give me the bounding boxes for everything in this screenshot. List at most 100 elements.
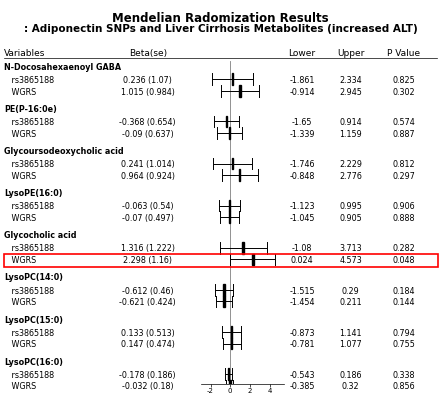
Text: rs3865188: rs3865188 xyxy=(4,118,55,127)
Text: 0.914: 0.914 xyxy=(339,118,362,127)
Text: -0.385: -0.385 xyxy=(289,382,315,392)
Text: 0.888: 0.888 xyxy=(392,214,415,223)
Text: WGRS: WGRS xyxy=(4,130,37,139)
Text: 2.229: 2.229 xyxy=(339,160,362,169)
Text: -1.08: -1.08 xyxy=(292,244,312,254)
Text: 0.825: 0.825 xyxy=(392,76,415,85)
Text: 0.964 (0.924): 0.964 (0.924) xyxy=(121,172,175,181)
Text: -0.543: -0.543 xyxy=(289,371,315,380)
Text: 0.856: 0.856 xyxy=(392,382,415,392)
Text: WGRS: WGRS xyxy=(4,88,37,97)
Text: P Value: P Value xyxy=(387,49,420,58)
Text: 1.077: 1.077 xyxy=(339,340,362,349)
Bar xyxy=(228,127,230,139)
Text: 2.298 (1.16): 2.298 (1.16) xyxy=(123,256,172,265)
Text: -0.848: -0.848 xyxy=(289,172,315,181)
Text: -0.914: -0.914 xyxy=(289,88,315,97)
Text: -1.045: -1.045 xyxy=(289,214,315,223)
Text: 1.141: 1.141 xyxy=(339,329,362,338)
Text: Glycocholic acid: Glycocholic acid xyxy=(4,231,77,240)
Text: 1.015 (0.984): 1.015 (0.984) xyxy=(121,88,175,97)
Text: 0.184: 0.184 xyxy=(392,287,415,296)
Text: Beta(se): Beta(se) xyxy=(129,49,167,58)
Text: 0.297: 0.297 xyxy=(392,172,415,181)
Bar xyxy=(223,296,225,307)
Text: 0.905: 0.905 xyxy=(339,214,362,223)
Text: LysoPE(16:0): LysoPE(16:0) xyxy=(4,189,63,198)
Bar xyxy=(229,380,231,392)
Text: 0.812: 0.812 xyxy=(392,160,415,169)
Text: -0.368 (0.654): -0.368 (0.654) xyxy=(120,118,176,127)
Text: -0.781: -0.781 xyxy=(289,340,315,349)
Text: 0.186: 0.186 xyxy=(339,371,362,380)
Text: Variables: Variables xyxy=(4,49,46,58)
Text: -0.063 (0.54): -0.063 (0.54) xyxy=(122,202,174,211)
Text: 2.945: 2.945 xyxy=(339,88,362,97)
Text: -0.09 (0.637): -0.09 (0.637) xyxy=(122,130,174,139)
Text: 0.906: 0.906 xyxy=(392,202,415,211)
Text: -1.746: -1.746 xyxy=(289,160,315,169)
Bar xyxy=(232,74,233,85)
Bar xyxy=(239,169,240,181)
Text: -1.339: -1.339 xyxy=(289,130,315,139)
Text: N-Docosahexaenoyl GABA: N-Docosahexaenoyl GABA xyxy=(4,63,122,72)
Text: Glycoursodeoxycholic acid: Glycoursodeoxycholic acid xyxy=(4,147,124,156)
Bar xyxy=(231,326,232,338)
Bar xyxy=(228,368,229,380)
Text: 0.995: 0.995 xyxy=(339,202,362,211)
Text: 0.144: 0.144 xyxy=(392,298,415,307)
Text: rs3865188: rs3865188 xyxy=(4,244,55,254)
Text: PE(P-16:0e): PE(P-16:0e) xyxy=(4,105,57,114)
Text: Upper: Upper xyxy=(337,49,364,58)
Text: -0.07 (0.497): -0.07 (0.497) xyxy=(122,214,174,223)
Text: rs3865188: rs3865188 xyxy=(4,287,55,296)
Text: 0.133 (0.513): 0.133 (0.513) xyxy=(121,329,175,338)
Text: WGRS: WGRS xyxy=(4,256,37,265)
Text: -0.178 (0.186): -0.178 (0.186) xyxy=(120,371,176,380)
Text: WGRS: WGRS xyxy=(4,340,37,349)
Bar xyxy=(229,211,230,223)
Text: 0.048: 0.048 xyxy=(392,256,415,265)
Text: WGRS: WGRS xyxy=(4,382,37,392)
Bar xyxy=(231,338,232,349)
Text: 1.159: 1.159 xyxy=(339,130,362,139)
Text: -1.123: -1.123 xyxy=(289,202,315,211)
Text: 0.241 (1.014): 0.241 (1.014) xyxy=(121,160,175,169)
Text: 2.334: 2.334 xyxy=(339,76,362,85)
Bar xyxy=(232,158,233,169)
Text: 0.755: 0.755 xyxy=(392,340,415,349)
Bar xyxy=(224,284,225,296)
Text: 3.713: 3.713 xyxy=(339,244,362,254)
Text: Mendelian Radomization Results: Mendelian Radomization Results xyxy=(112,12,329,24)
Text: 0.024: 0.024 xyxy=(291,256,314,265)
Text: rs3865188: rs3865188 xyxy=(4,160,55,169)
Text: 0.887: 0.887 xyxy=(392,130,415,139)
Text: 0.302: 0.302 xyxy=(392,88,415,97)
Text: 0.147 (0.474): 0.147 (0.474) xyxy=(121,340,175,349)
Text: 2.776: 2.776 xyxy=(339,172,362,181)
Text: 0.338: 0.338 xyxy=(392,371,415,380)
Text: -1.65: -1.65 xyxy=(292,118,312,127)
Text: 0.32: 0.32 xyxy=(342,382,359,392)
Text: 1.316 (1.222): 1.316 (1.222) xyxy=(121,244,175,254)
Text: 0.211: 0.211 xyxy=(339,298,362,307)
Text: -0.032 (0.18): -0.032 (0.18) xyxy=(122,382,174,392)
Text: WGRS: WGRS xyxy=(4,214,37,223)
Text: LysoPC(14:0): LysoPC(14:0) xyxy=(4,273,64,282)
Text: 0.282: 0.282 xyxy=(392,244,415,254)
Text: -0.873: -0.873 xyxy=(289,329,315,338)
Bar xyxy=(243,242,244,254)
Bar xyxy=(229,200,230,211)
Text: -1.515: -1.515 xyxy=(289,287,315,296)
Bar xyxy=(252,254,254,265)
Text: rs3865188: rs3865188 xyxy=(4,371,55,380)
Bar xyxy=(239,85,241,97)
Text: 0.794: 0.794 xyxy=(392,329,415,338)
Text: -0.621 (0.424): -0.621 (0.424) xyxy=(120,298,176,307)
Text: -0.612 (0.46): -0.612 (0.46) xyxy=(122,287,174,296)
Text: LysoPC(15:0): LysoPC(15:0) xyxy=(4,316,64,325)
Text: LysoPC(16:0): LysoPC(16:0) xyxy=(4,358,64,367)
Text: : Adiponectin SNPs and Liver Cirrhosis Metabolites (increased ALT): : Adiponectin SNPs and Liver Cirrhosis M… xyxy=(24,24,417,34)
Text: -1.861: -1.861 xyxy=(289,76,315,85)
Text: -1.454: -1.454 xyxy=(289,298,315,307)
